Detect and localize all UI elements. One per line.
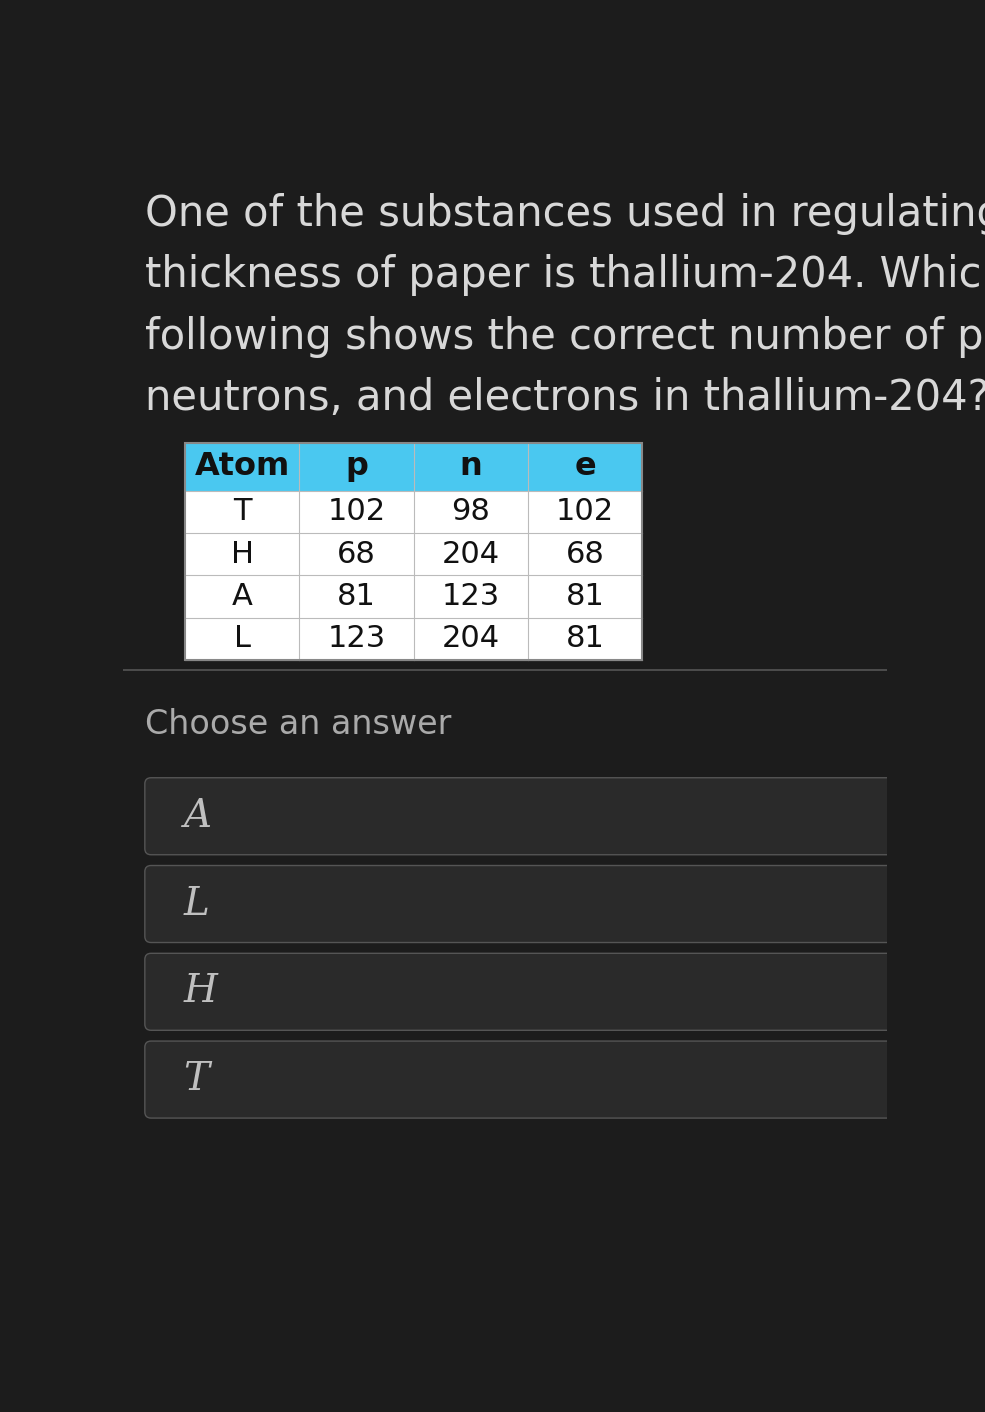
Text: 204: 204 xyxy=(442,624,500,654)
Text: 81: 81 xyxy=(337,582,376,611)
Text: H: H xyxy=(183,973,218,1011)
Text: L: L xyxy=(183,885,210,922)
Text: n: n xyxy=(460,452,483,481)
Bar xyxy=(185,443,642,659)
Text: 68: 68 xyxy=(337,539,376,569)
Text: 204: 204 xyxy=(442,539,500,569)
Text: One of the substances used in regulating the: One of the substances used in regulating… xyxy=(145,192,985,234)
FancyBboxPatch shape xyxy=(145,953,920,1031)
Bar xyxy=(185,443,642,490)
Text: L: L xyxy=(233,624,251,654)
Text: Atom: Atom xyxy=(195,452,290,481)
Text: T: T xyxy=(233,497,251,527)
Text: 98: 98 xyxy=(451,497,491,527)
Text: A: A xyxy=(231,582,253,611)
Text: T: T xyxy=(183,1060,210,1099)
FancyBboxPatch shape xyxy=(145,1041,920,1118)
Text: A: A xyxy=(183,798,212,834)
Text: 68: 68 xyxy=(565,539,605,569)
FancyBboxPatch shape xyxy=(145,778,920,854)
Bar xyxy=(185,443,642,659)
Text: 102: 102 xyxy=(328,497,386,527)
Text: 81: 81 xyxy=(565,582,605,611)
Text: 123: 123 xyxy=(442,582,500,611)
Text: following shows the correct number of protons,: following shows the correct number of pr… xyxy=(145,316,985,357)
Text: 102: 102 xyxy=(557,497,615,527)
Text: Choose an answer: Choose an answer xyxy=(145,709,451,741)
Text: 123: 123 xyxy=(327,624,386,654)
Text: p: p xyxy=(345,452,368,481)
Text: 81: 81 xyxy=(565,624,605,654)
Text: neutrons, and electrons in thallium-204?: neutrons, and electrons in thallium-204? xyxy=(145,377,985,419)
Text: e: e xyxy=(574,452,596,481)
Text: thickness of paper is thallium-204. Which of the: thickness of paper is thallium-204. Whic… xyxy=(145,254,985,297)
FancyBboxPatch shape xyxy=(145,866,920,943)
Text: H: H xyxy=(230,539,254,569)
